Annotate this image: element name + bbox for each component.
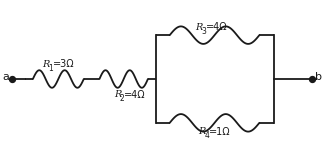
- Text: 1: 1: [48, 64, 53, 73]
- Text: b: b: [315, 72, 322, 82]
- Text: a: a: [2, 72, 9, 82]
- Text: 4: 4: [204, 131, 209, 140]
- Text: R: R: [199, 127, 206, 136]
- Text: =3Ω: =3Ω: [52, 59, 74, 69]
- Text: 2: 2: [120, 94, 125, 103]
- Text: =4Ω: =4Ω: [206, 22, 227, 32]
- Text: R: R: [42, 60, 50, 69]
- Text: R: R: [114, 90, 122, 99]
- Point: [309, 78, 314, 80]
- Text: =1Ω: =1Ω: [209, 127, 230, 137]
- Text: R: R: [195, 23, 203, 32]
- Text: =4Ω: =4Ω: [124, 90, 146, 100]
- Text: 3: 3: [201, 27, 206, 36]
- Point: [9, 78, 15, 80]
